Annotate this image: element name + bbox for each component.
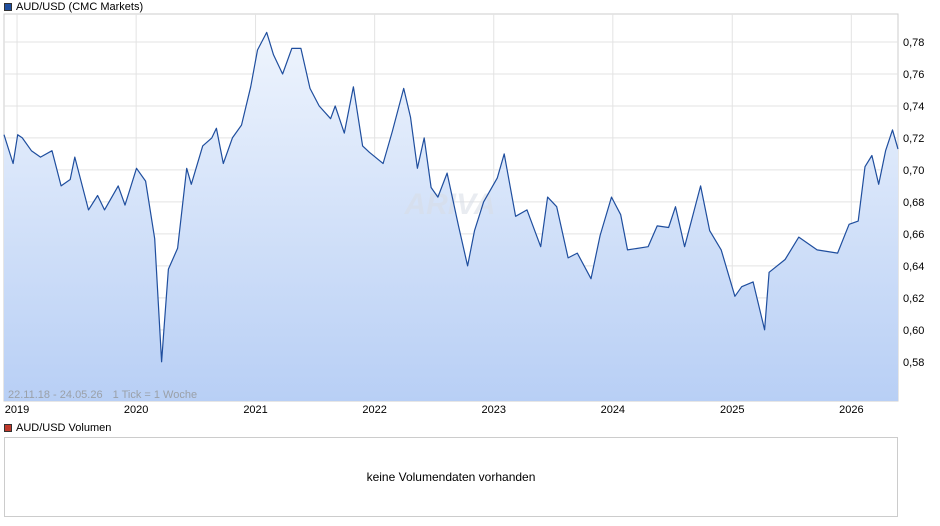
x-tick-label: 2026 [839,404,863,416]
price-chart: ARIVA 0,780,760,740,720,700,680,660,640,… [3,13,924,416]
x-tick-label: 2019 [5,404,29,416]
y-tick-label: 0,60 [903,325,924,337]
y-tick-label: 0,66 [903,229,924,241]
y-axis: 0,78 0,76 0,74 0,72 0,70 0,68 0,66 0,64 0,62 0,60… [903,37,924,369]
y-tick-label: 0,68 [903,197,924,209]
price-line [3,31,899,363]
price-area [4,32,898,402]
x-axis: 2019 2020 2021 2022 2023 2024 2025 2026 [5,404,864,416]
price-legend-swatch-icon [4,3,12,11]
price-legend-label: AUD/USD (CMC Markets) [16,1,144,13]
y-tick-label: 0,62 [903,293,924,305]
x-tick-label: 2025 [720,404,744,416]
volume-legend-swatch-icon [4,424,12,432]
volume-panel: keine Volumendaten vorhanden [4,437,898,517]
x-tick-label: 2020 [124,404,148,416]
y-tick-label: 0,58 [903,357,924,369]
y-tick-label: 0,64 [903,261,924,273]
y-tick-label: 0,76 [903,69,924,81]
volume-legend: AUD/USD Volumen [4,421,111,435]
watermark-logo: ARIVA [403,188,495,221]
volume-empty-message: keine Volumendaten vorhanden [366,470,536,484]
x-tick-label: 2023 [482,404,506,416]
y-tick-label: 0,74 [903,101,924,113]
y-tick-label: 0,72 [903,133,924,145]
price-legend: AUD/USD (CMC Markets) [4,0,143,14]
x-tick-label: 2024 [601,404,625,416]
volume-legend-label: AUD/USD Volumen [16,422,112,434]
x-tick-label: 2022 [362,404,386,416]
chart-range-info: 22.11.18 - 24.05.26 1 Tick = 1 Woche [8,389,197,401]
x-tick-label: 2021 [243,404,267,416]
y-tick-label: 0,70 [903,165,924,177]
y-tick-label: 0,78 [903,37,924,49]
